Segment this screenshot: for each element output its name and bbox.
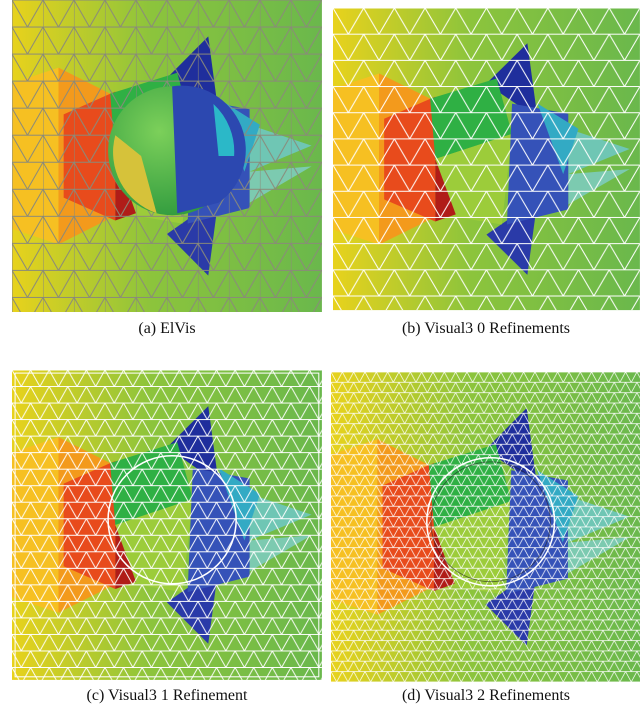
caption: (d) Visual3 2 Refinements [402,687,570,704]
panel-image [12,370,322,680]
caption: (c) Visual3 1 Refinement [87,687,248,704]
caption: (a) ElVis [138,320,195,337]
caption: (b) Visual3 0 Refinements [402,320,570,337]
panel-image [331,372,640,682]
panel-image [12,0,322,312]
panel-image [333,8,640,311]
